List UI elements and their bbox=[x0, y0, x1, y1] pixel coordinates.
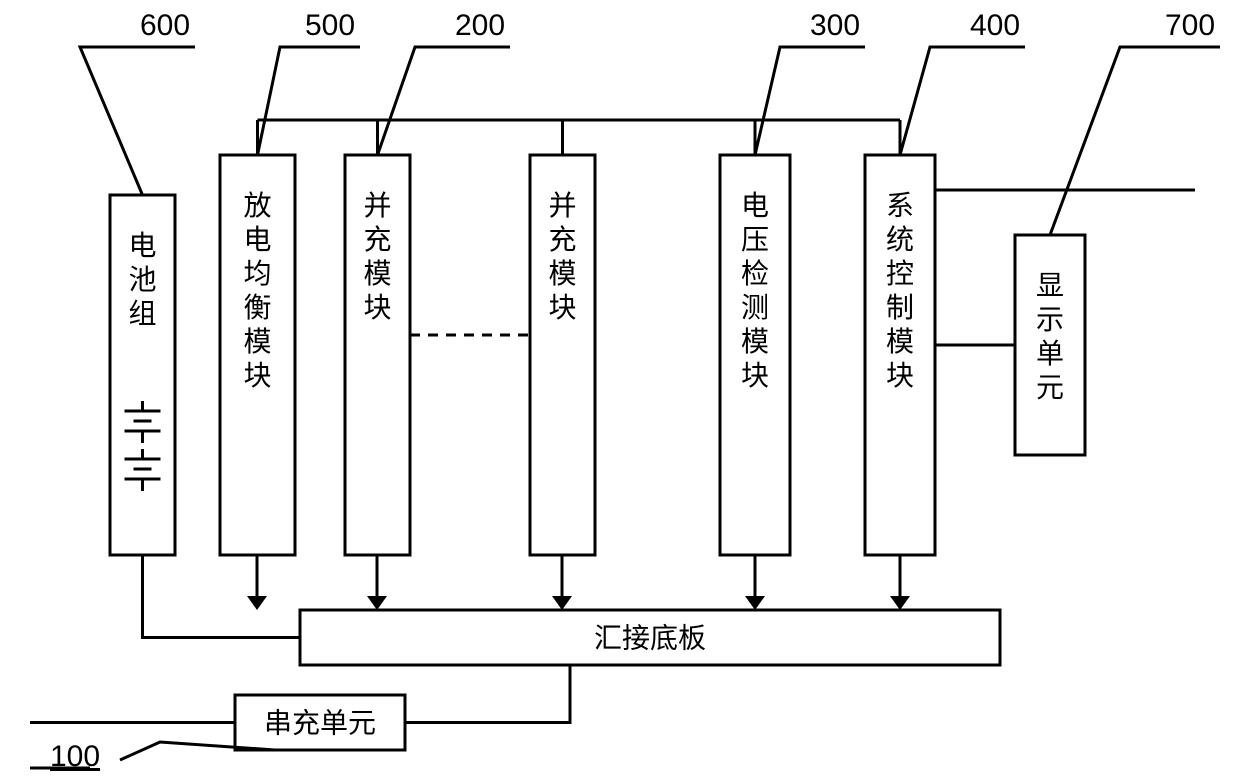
pcharge2-label: 块 bbox=[548, 293, 576, 324]
callout-line bbox=[258, 47, 361, 155]
callout-400: 400 bbox=[970, 9, 1020, 42]
pcharge1-label: 块 bbox=[363, 293, 391, 324]
voltage-label: 压 bbox=[741, 225, 769, 256]
battery-label: 组 bbox=[128, 298, 156, 330]
pcharge2-label: 模 bbox=[548, 258, 576, 290]
display-label: 显 bbox=[1036, 271, 1064, 302]
control-label: 模 bbox=[886, 326, 914, 358]
callout-300: 300 bbox=[810, 9, 860, 42]
voltage-label: 模 bbox=[741, 326, 769, 358]
pcharge2-label: 并 bbox=[548, 190, 576, 222]
callout-700: 700 bbox=[1165, 9, 1215, 42]
display-label: 单 bbox=[1036, 338, 1064, 370]
serial-label: 串充单元 bbox=[264, 708, 376, 740]
battery-label: 电 bbox=[128, 230, 156, 262]
callout-line bbox=[755, 47, 865, 155]
discharge-label: 衡 bbox=[243, 292, 271, 324]
discharge-label: 模 bbox=[243, 326, 271, 358]
callout-600: 600 bbox=[140, 9, 190, 42]
control-label: 统 bbox=[886, 224, 914, 256]
display-label: 示 bbox=[1036, 305, 1064, 336]
discharge-label: 电 bbox=[243, 224, 271, 256]
pcharge1-label: 模 bbox=[363, 258, 391, 290]
pcharge1-label: 充 bbox=[363, 224, 391, 256]
control-label: 制 bbox=[886, 292, 914, 324]
voltage-label: 检 bbox=[741, 258, 769, 290]
callout-line bbox=[900, 47, 1025, 155]
battery-label: 池 bbox=[128, 264, 156, 296]
callout-line bbox=[378, 47, 511, 155]
callout-200: 200 bbox=[455, 9, 505, 42]
pcharge2-label: 充 bbox=[548, 224, 576, 256]
callout-line bbox=[80, 47, 195, 195]
voltage-label: 电 bbox=[741, 190, 769, 222]
callout-line bbox=[1050, 47, 1220, 235]
discharge-label: 放 bbox=[243, 190, 271, 222]
voltage-label: 测 bbox=[741, 293, 769, 324]
callout-500: 500 bbox=[305, 9, 355, 42]
junction-label: 汇接底板 bbox=[594, 623, 706, 655]
discharge-label: 均 bbox=[243, 258, 271, 290]
pcharge1-label: 并 bbox=[363, 190, 391, 222]
control-label: 块 bbox=[886, 361, 914, 392]
display-label: 元 bbox=[1036, 373, 1064, 404]
discharge-label: 块 bbox=[243, 361, 271, 392]
control-label: 系 bbox=[886, 190, 914, 222]
control-label: 控 bbox=[886, 258, 914, 290]
callout-100: 100 bbox=[50, 740, 100, 773]
voltage-label: 块 bbox=[741, 361, 769, 392]
